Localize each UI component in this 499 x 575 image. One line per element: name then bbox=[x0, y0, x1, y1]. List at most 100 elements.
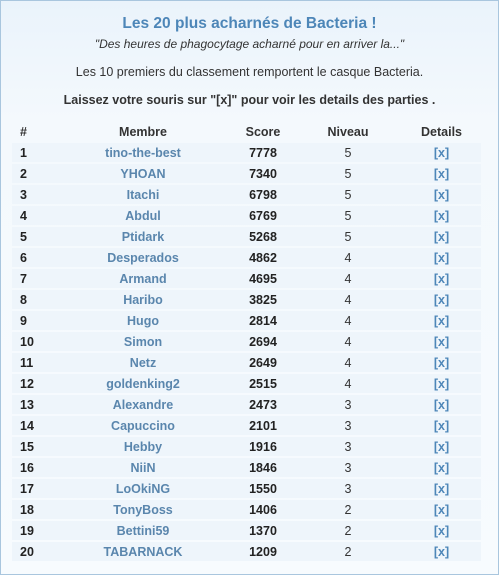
table-row: 6 Desperados 4862 4 [x] bbox=[12, 248, 481, 267]
details-link[interactable]: [x] bbox=[402, 521, 481, 540]
member-link[interactable]: TonyBoss bbox=[54, 500, 232, 519]
member-link[interactable]: NiiN bbox=[54, 458, 232, 477]
member-link[interactable]: Itachi bbox=[54, 185, 232, 204]
score-cell: 7340 bbox=[232, 164, 294, 183]
score-cell: 6769 bbox=[232, 206, 294, 225]
ranking-table-body: 1 tino-the-best 7778 5 [x] 2 YHOAN 7340 5 [x] 3 Ita… bbox=[12, 143, 481, 561]
table-row: 13 Alexandre 2473 3 [x] bbox=[12, 395, 481, 414]
table-row: 1 tino-the-best 7778 5 [x] bbox=[12, 143, 481, 162]
details-link[interactable]: [x] bbox=[402, 248, 481, 267]
table-row: 17 LoOkiNG 1550 3 [x] bbox=[12, 479, 481, 498]
rank-cell: 15 bbox=[12, 437, 54, 456]
member-link[interactable]: Hebby bbox=[54, 437, 232, 456]
details-link[interactable]: [x] bbox=[402, 143, 481, 162]
level-cell: 4 bbox=[294, 248, 402, 267]
level-cell: 3 bbox=[294, 437, 402, 456]
table-row: 2 YHOAN 7340 5 [x] bbox=[12, 164, 481, 183]
member-link[interactable]: Haribo bbox=[54, 290, 232, 309]
member-link[interactable]: Armand bbox=[54, 269, 232, 288]
member-link[interactable]: TABARNACK bbox=[54, 542, 232, 561]
page-title: Les 20 plus acharnés de Bacteria ! bbox=[122, 15, 377, 32]
details-link[interactable]: [x] bbox=[402, 332, 481, 351]
table-row: 12 goldenking2 2515 4 [x] bbox=[12, 374, 481, 393]
details-link[interactable]: [x] bbox=[402, 542, 481, 561]
member-link[interactable]: Alexandre bbox=[54, 395, 232, 414]
column-header-details: Details bbox=[421, 125, 462, 139]
member-link[interactable]: LoOkiNG bbox=[54, 479, 232, 498]
score-cell: 2694 bbox=[232, 332, 294, 351]
score-cell: 1550 bbox=[232, 479, 294, 498]
member-link[interactable]: YHOAN bbox=[54, 164, 232, 183]
details-link[interactable]: [x] bbox=[402, 164, 481, 183]
level-cell: 2 bbox=[294, 500, 402, 519]
level-cell: 4 bbox=[294, 311, 402, 330]
details-link[interactable]: [x] bbox=[402, 479, 481, 498]
rank-cell: 20 bbox=[12, 542, 54, 561]
details-link[interactable]: [x] bbox=[402, 458, 481, 477]
table-row: 8 Haribo 3825 4 [x] bbox=[12, 290, 481, 309]
details-link[interactable]: [x] bbox=[402, 206, 481, 225]
member-link[interactable]: Netz bbox=[54, 353, 232, 372]
rank-cell: 4 bbox=[12, 206, 54, 225]
prize-info: Les 10 premiers du classement remportent… bbox=[75, 65, 424, 79]
member-link[interactable]: Capuccino bbox=[54, 416, 232, 435]
level-cell: 4 bbox=[294, 332, 402, 351]
score-cell: 1370 bbox=[232, 521, 294, 540]
score-cell: 4695 bbox=[232, 269, 294, 288]
member-link[interactable]: Bettini59 bbox=[54, 521, 232, 540]
level-cell: 5 bbox=[294, 143, 402, 162]
details-link[interactable]: [x] bbox=[402, 437, 481, 456]
member-link[interactable]: goldenking2 bbox=[54, 374, 232, 393]
rank-cell: 16 bbox=[12, 458, 54, 477]
level-cell: 4 bbox=[294, 374, 402, 393]
rank-cell: 17 bbox=[12, 479, 54, 498]
details-link[interactable]: [x] bbox=[402, 353, 481, 372]
details-link[interactable]: [x] bbox=[402, 311, 481, 330]
rank-cell: 13 bbox=[12, 395, 54, 414]
rank-cell: 14 bbox=[12, 416, 54, 435]
table-row: 16 NiiN 1846 3 [x] bbox=[12, 458, 481, 477]
member-link[interactable]: Desperados bbox=[54, 248, 232, 267]
score-cell: 2101 bbox=[232, 416, 294, 435]
level-cell: 5 bbox=[294, 185, 402, 204]
level-cell: 3 bbox=[294, 458, 402, 477]
details-link[interactable]: [x] bbox=[402, 290, 481, 309]
details-link[interactable]: [x] bbox=[402, 227, 481, 246]
rank-cell: 6 bbox=[12, 248, 54, 267]
table-row: 15 Hebby 1916 3 [x] bbox=[12, 437, 481, 456]
member-link[interactable]: Simon bbox=[54, 332, 232, 351]
ranking-table: # Membre Score Niveau Details 1 tino-the-… bbox=[12, 121, 481, 563]
table-header-row: # Membre Score Niveau Details bbox=[12, 123, 481, 141]
details-link[interactable]: [x] bbox=[402, 395, 481, 414]
details-link[interactable]: [x] bbox=[402, 416, 481, 435]
member-link[interactable]: Abdul bbox=[54, 206, 232, 225]
table-row: 19 Bettini59 1370 2 [x] bbox=[12, 521, 481, 540]
score-cell: 1209 bbox=[232, 542, 294, 561]
details-link[interactable]: [x] bbox=[402, 500, 481, 519]
level-cell: 4 bbox=[294, 290, 402, 309]
table-row: 7 Armand 4695 4 [x] bbox=[12, 269, 481, 288]
rank-cell: 18 bbox=[12, 500, 54, 519]
column-header-level: Niveau bbox=[327, 125, 369, 139]
member-link[interactable]: tino-the-best bbox=[54, 143, 232, 162]
score-cell: 1406 bbox=[232, 500, 294, 519]
member-link[interactable]: Ptidark bbox=[54, 227, 232, 246]
details-link[interactable]: [x] bbox=[402, 185, 481, 204]
rank-cell: 7 bbox=[12, 269, 54, 288]
table-row: 18 TonyBoss 1406 2 [x] bbox=[12, 500, 481, 519]
details-link[interactable]: [x] bbox=[402, 374, 481, 393]
table-row: 4 Abdul 6769 5 [x] bbox=[12, 206, 481, 225]
rank-cell: 19 bbox=[12, 521, 54, 540]
score-cell: 2649 bbox=[232, 353, 294, 372]
score-cell: 2473 bbox=[232, 395, 294, 414]
level-cell: 3 bbox=[294, 479, 402, 498]
level-cell: 2 bbox=[294, 521, 402, 540]
table-row: 3 Itachi 6798 5 [x] bbox=[12, 185, 481, 204]
score-cell: 4862 bbox=[232, 248, 294, 267]
table-row: 14 Capuccino 2101 3 [x] bbox=[12, 416, 481, 435]
member-link[interactable]: Hugo bbox=[54, 311, 232, 330]
rank-cell: 12 bbox=[12, 374, 54, 393]
details-link[interactable]: [x] bbox=[402, 269, 481, 288]
table-row: 20 TABARNACK 1209 2 [x] bbox=[12, 542, 481, 561]
